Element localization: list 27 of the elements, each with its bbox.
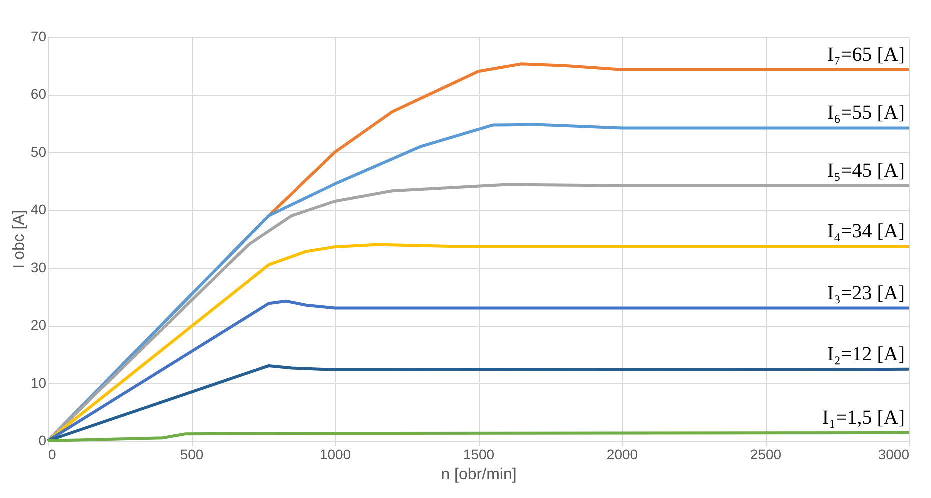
y-axis-title: I obc [A] [10,210,28,269]
y-tick-label: 20 [30,317,47,334]
line-series [46,364,910,442]
y-tick-label: 40 [30,202,47,218]
y-tick-label: 10 [30,374,47,391]
x-tick-label: 2500 [750,446,782,462]
x-tick-label: 1000 [320,446,352,462]
y-tick-label: 60 [30,86,47,102]
y-tick-label: 30 [30,259,47,276]
series-label: I₂=12 [A] [827,343,905,366]
y-tick-label: 0 [38,432,47,448]
series-label: I₇=65 [A] [827,44,905,66]
line-series [46,123,910,442]
line-series [46,183,910,442]
series-label: I₁=1,5 [A] [822,406,905,429]
x-axis-title: n [obr/min] [441,466,517,484]
series-label: I₃=23 [A] [827,282,905,304]
y-tick-label: 50 [30,144,47,160]
series-label: I₅=45 [A] [827,160,905,182]
x-tick-label: 2000 [606,446,638,462]
x-tick-label: 1500 [463,446,495,462]
x-tick-label: 3000 [878,446,910,462]
x-tick-label: 500 [180,446,204,462]
series-label: I₄=34 [A] [827,220,905,243]
series-label: I₆=55 [A] [827,102,905,124]
y-tick-label: 70 [30,28,47,44]
line-series [46,431,910,442]
